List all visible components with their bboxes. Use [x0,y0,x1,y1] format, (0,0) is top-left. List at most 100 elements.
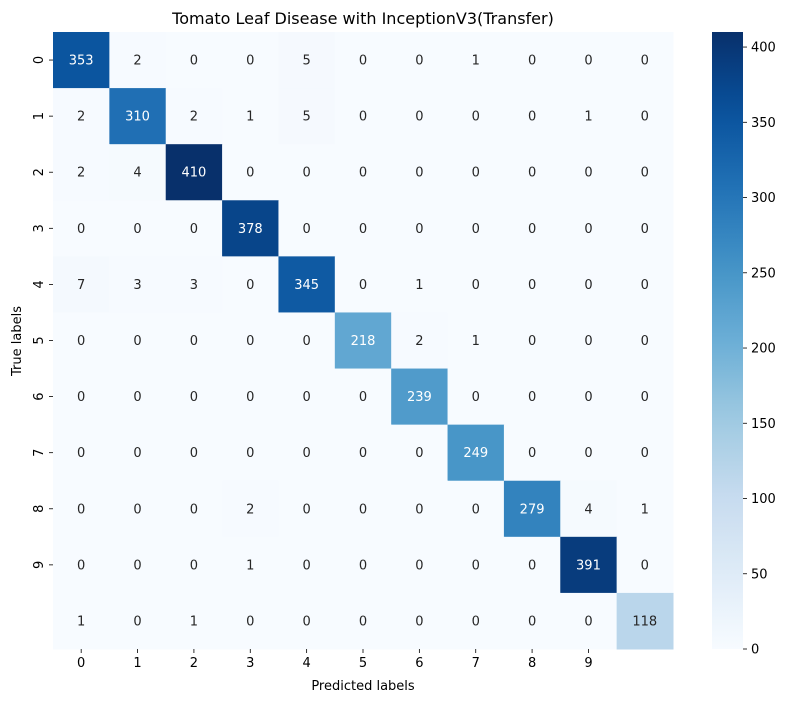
heatmap-cell [53,256,110,313]
colorbar-tick-label: 50 [751,567,768,582]
cell-value-label: 0 [641,334,649,349]
heatmap-cell [165,32,223,89]
heatmap-cell [278,144,336,201]
cell-value-label: 0 [77,334,85,349]
heatmap-cell [616,88,674,145]
cell-value-label: 0 [133,558,141,573]
heatmap-cell [109,88,167,145]
heatmap-cell [109,424,167,482]
colorbar-tick-label: 250 [751,266,776,281]
heatmap-cell [109,368,167,426]
heatmap-cell [165,536,223,594]
cell-value-label: 0 [528,110,536,125]
x-tick-label: 2 [190,656,198,671]
heatmap-cell [391,480,449,538]
heatmap-cell [334,480,392,538]
cell-value-label: 345 [294,278,319,293]
cell-value-label: 0 [302,222,310,237]
heatmap-cell [391,592,449,650]
heatmap-cell [53,312,110,370]
heatmap-cell [222,144,279,201]
heatmap-cell [391,200,449,257]
heatmap-cell [503,256,561,313]
x-tick-label: 4 [302,656,310,671]
cell-value-label: 0 [302,390,310,405]
heatmap-cell [503,88,561,145]
heatmap-cell [503,32,561,89]
cell-value-label: 0 [584,222,592,237]
cell-value-label: 0 [246,446,254,461]
colorbar-tick-label: 400 [751,41,776,56]
cell-value-label: 118 [632,614,657,629]
cell-value-label: 0 [359,54,367,69]
colorbar: 0 50 100 150 200 250 300 350 400 [712,32,776,658]
heatmap-cell [447,200,505,257]
colorbar-tick-label: 200 [751,342,776,357]
heatmap-cell [109,312,167,370]
cell-value-label: 0 [528,54,536,69]
cell-value-label: 1 [641,502,649,517]
heatmap-cell [391,256,449,313]
cell-value-label: 0 [415,222,423,237]
cell-value-label: 0 [641,166,649,181]
cell-value-label: 0 [641,558,649,573]
heatmap-cell [334,424,392,482]
cell-value-label: 0 [641,54,649,69]
y-tick-label: 5 [32,336,47,344]
heatmap-cell [503,144,561,201]
heatmap-cell [53,200,110,257]
heatmap-cell [165,312,223,370]
x-axis-label: Predicted labels [311,679,415,694]
cell-value-label: 1 [246,110,254,125]
heatmap-cell [560,200,618,257]
heatmap-cell [53,424,110,482]
cell-value-label: 0 [584,390,592,405]
cell-value-label: 7 [77,278,85,293]
cell-value-label: 0 [359,110,367,125]
cell-value-label: 0 [472,166,480,181]
heatmap-cell [165,368,223,426]
heatmap-cell [616,256,674,313]
cell-value-label: 0 [415,558,423,573]
cell-value-label: 1 [584,110,592,125]
heatmap-cell [334,592,392,650]
cell-value-label: 0 [246,390,254,405]
cell-value-label: 0 [77,502,85,517]
cell-value-label: 0 [133,222,141,237]
heatmap-cell [278,200,336,257]
heatmap-cell [165,88,223,145]
x-tick-label: 8 [528,656,536,671]
cell-value-label: 0 [246,334,254,349]
cell-value-label: 4 [133,166,141,181]
heatmap-cell [447,144,505,201]
cell-value-label: 0 [359,446,367,461]
heatmap-cell [222,200,279,257]
cell-value-label: 4 [584,502,592,517]
heatmap-cell [447,536,505,594]
cell-value-label: 0 [302,614,310,629]
cell-value-label: 249 [463,446,488,461]
heatmap-cell [278,480,336,538]
cell-value-label: 0 [190,390,198,405]
cell-value-label: 1 [472,334,480,349]
colorbar-tick-label: 100 [751,492,776,507]
heatmap-cell [503,536,561,594]
cell-value-label: 0 [472,390,480,405]
cell-value-label: 0 [528,614,536,629]
heatmap-cell [616,536,674,594]
heatmap-cell [109,480,167,538]
heatmap-cell [278,312,336,370]
heatmap-cell [278,32,336,89]
colorbar-tick-label: 350 [751,116,776,131]
heatmap-cell [53,592,110,650]
heatmap-cell [503,424,561,482]
heatmap-cell [616,592,674,650]
heatmap-cell [560,480,618,538]
heatmap-cell [278,536,336,594]
x-tick-label: 7 [472,656,480,671]
heatmap-cell [391,88,449,145]
heatmap-cell [616,200,674,257]
cell-value-label: 2 [415,334,423,349]
cell-value-label: 0 [528,390,536,405]
